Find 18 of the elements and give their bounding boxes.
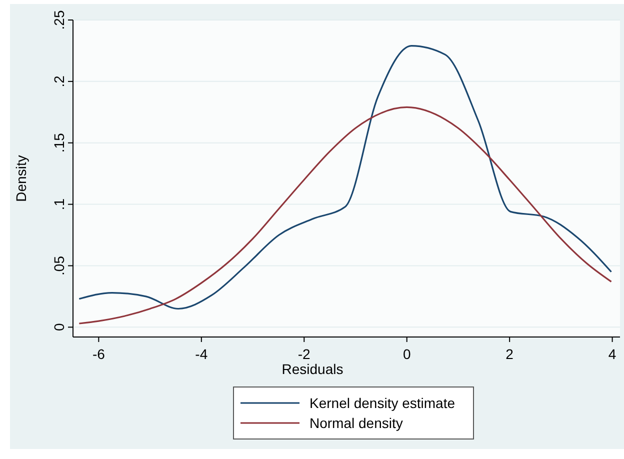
y-tick-label: .1 <box>51 198 67 210</box>
y-tick-label: 0 <box>51 323 67 332</box>
y-tick-label: .05 <box>51 256 67 276</box>
y-tick-label: .15 <box>51 132 67 153</box>
line-series <box>78 45 612 310</box>
legend-label: Normal density <box>310 415 403 431</box>
x-tick-label: 2 <box>506 346 514 362</box>
x-tick-label: 4 <box>608 346 616 362</box>
y-tick-label: .25 <box>51 10 67 30</box>
legend-label: Kernel density estimate <box>310 395 456 411</box>
y-tick-label: .2 <box>51 75 67 88</box>
y-axis-title: Density <box>13 155 29 202</box>
x-axis-title: Residuals <box>282 361 344 377</box>
x-tick-label: -6 <box>92 346 106 362</box>
x-tick-label: 0 <box>402 346 411 362</box>
x-tick-label: -4 <box>195 346 208 362</box>
line-series <box>78 106 612 324</box>
x-tick-label: -2 <box>298 346 311 362</box>
